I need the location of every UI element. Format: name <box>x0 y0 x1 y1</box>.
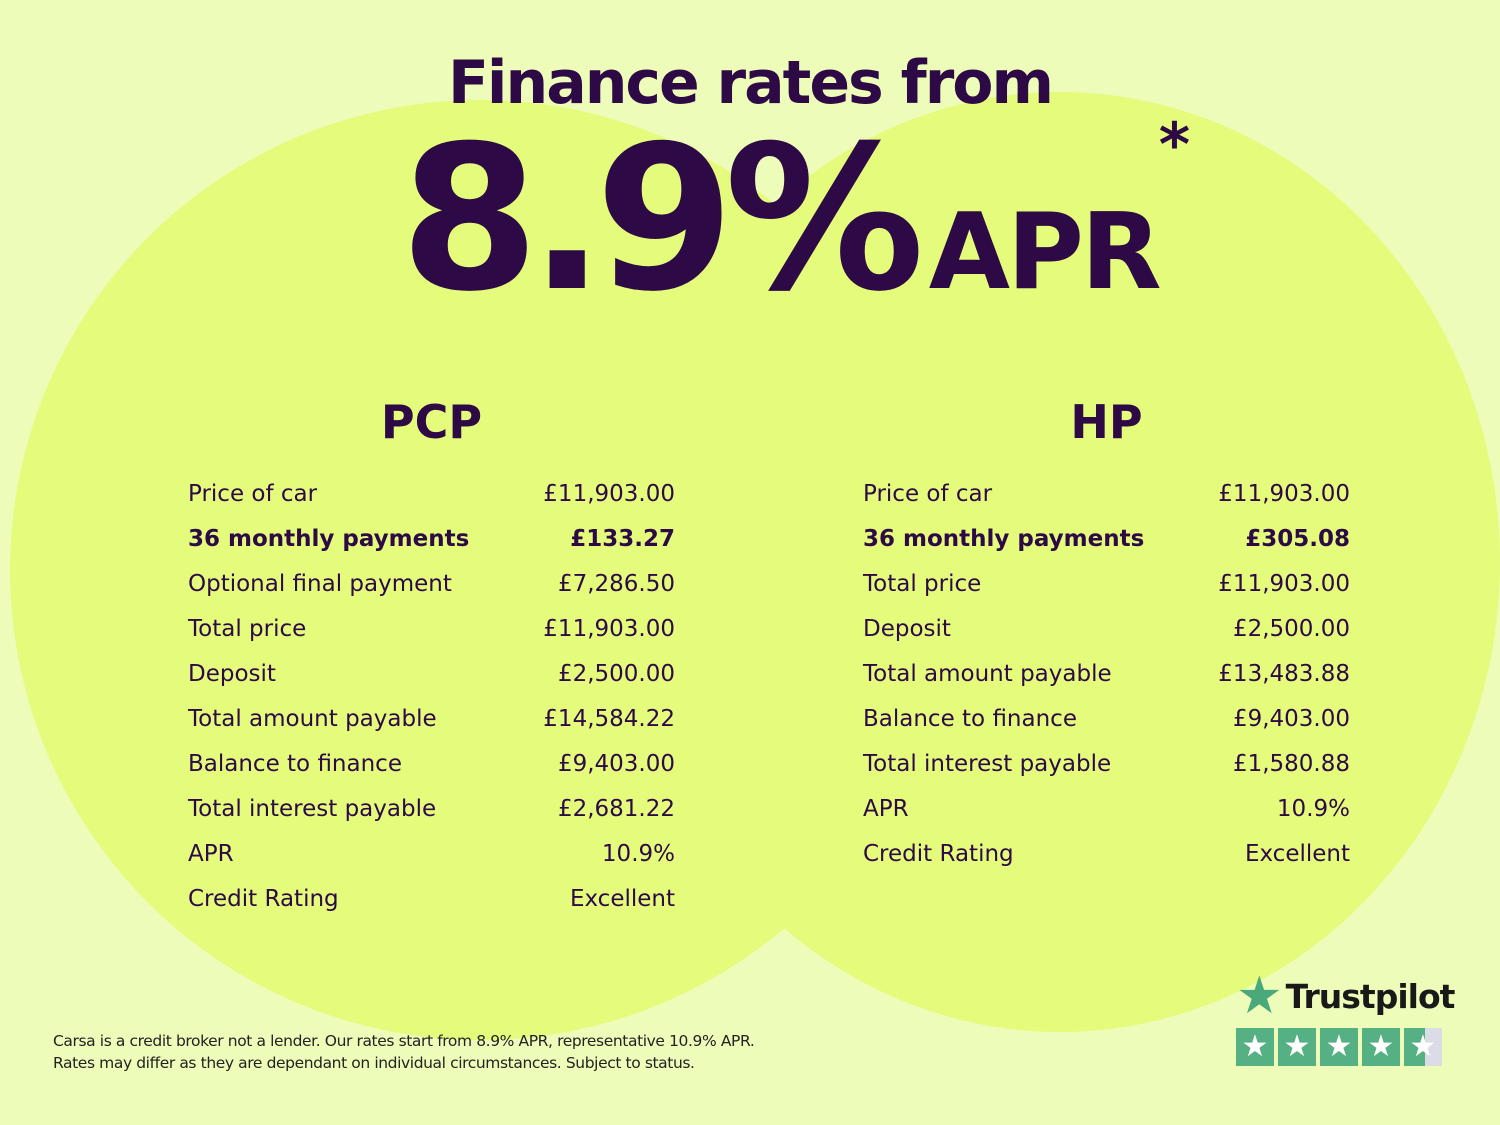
row-label: Price of car <box>188 480 318 507</box>
pcp-row: Credit Rating Excellent <box>188 876 675 921</box>
row-label: Total amount payable <box>188 705 437 732</box>
rating-star-icon: ★ <box>1278 1028 1316 1066</box>
row-label: Price of car <box>863 480 993 507</box>
headline-title: Finance rates from <box>447 48 1054 118</box>
pcp-row: Price of car £11,903.00 <box>188 471 675 516</box>
pcp-row: Total interest payable £2,681.22 <box>188 786 675 831</box>
rating-star-icon: ★ <box>1362 1028 1400 1066</box>
row-label: Total price <box>863 570 982 597</box>
trustpilot-rating: ★ ★ ★ ★ ★ <box>1236 1028 1454 1066</box>
rate-unit: APR <box>928 191 1162 313</box>
row-label: Total amount payable <box>863 660 1112 687</box>
row-value: £133.27 <box>570 525 675 552</box>
background-circle-right <box>620 92 1500 1032</box>
row-label: APR <box>863 795 909 822</box>
row-value: £11,903.00 <box>543 480 675 507</box>
row-value: £9,403.00 <box>1232 705 1350 732</box>
pcp-heading: PCP <box>380 395 483 449</box>
hp-row: Price of car £11,903.00 <box>863 471 1350 516</box>
row-value: Excellent <box>1244 840 1350 867</box>
row-label: Deposit <box>188 660 276 687</box>
row-label: APR <box>188 840 234 867</box>
disclaimer-line-1: Carsa is a credit broker not a lender. O… <box>53 1032 755 1050</box>
row-value: £11,903.00 <box>543 615 675 642</box>
row-value: £305.08 <box>1245 525 1350 552</box>
row-label: Total interest payable <box>188 795 437 822</box>
rating-star-icon: ★ <box>1236 1028 1274 1066</box>
trustpilot-badge[interactable]: ★ Trustpilot ★ ★ ★ ★ ★ <box>1236 966 1456 1066</box>
pcp-row: Total price £11,903.00 <box>188 606 675 651</box>
row-label: Total interest payable <box>863 750 1112 777</box>
hp-row: Credit Rating Excellent <box>863 831 1350 876</box>
pcp-row: APR 10.9% <box>188 831 675 876</box>
asterisk: * <box>1158 110 1191 180</box>
row-label: Credit Rating <box>188 885 339 912</box>
row-value: £2,681.22 <box>557 795 675 822</box>
disclaimer: Carsa is a credit broker not a lender. O… <box>53 1030 755 1074</box>
row-value: £9,403.00 <box>557 750 675 777</box>
rating-star-icon: ★ <box>1320 1028 1358 1066</box>
pcp-row: Optional final payment £7,286.50 <box>188 561 675 606</box>
disclaimer-line-2: Rates may differ as they are dependant o… <box>53 1054 695 1072</box>
rate-value: 8.9% <box>400 103 925 336</box>
row-label: Optional final payment <box>188 570 452 597</box>
hp-row: Total price £11,903.00 <box>863 561 1350 606</box>
hp-heading: HP <box>1070 395 1143 449</box>
row-label: Balance to finance <box>863 705 1077 732</box>
row-value: £7,286.50 <box>557 570 675 597</box>
hp-row: Deposit £2,500.00 <box>863 606 1350 651</box>
hp-table: HP Price of car £11,903.00 36 monthly paym… <box>863 395 1350 876</box>
row-value: Excellent <box>569 885 675 912</box>
row-value: £1,580.88 <box>1232 750 1350 777</box>
row-label: Deposit <box>863 615 951 642</box>
pcp-table: PCP Price of car £11,903.00 36 monthly pay… <box>188 395 675 921</box>
row-value: £11,903.00 <box>1218 480 1350 507</box>
headline-rate: 8.9% APR* <box>400 110 1190 320</box>
row-value: 10.9% <box>601 840 675 867</box>
row-label: Balance to finance <box>188 750 402 777</box>
hp-row: Balance to finance £9,403.00 <box>863 696 1350 741</box>
row-value: £2,500.00 <box>557 660 675 687</box>
row-label: 36 monthly payments <box>863 525 1145 552</box>
row-value: 10.9% <box>1276 795 1350 822</box>
pcp-row: Deposit £2,500.00 <box>188 651 675 696</box>
hp-row: 36 monthly payments £305.08 <box>863 516 1350 561</box>
row-value: £13,483.88 <box>1218 660 1350 687</box>
trustpilot-logo: ★ Trustpilot <box>1236 966 1456 1026</box>
row-value: £14,584.22 <box>543 705 675 732</box>
row-label: Credit Rating <box>863 840 1014 867</box>
hp-row: Total interest payable £1,580.88 <box>863 741 1350 786</box>
row-value: £2,500.00 <box>1232 615 1350 642</box>
rating-half-star-icon: ★ <box>1404 1028 1442 1066</box>
hp-row: APR 10.9% <box>863 786 1350 831</box>
trustpilot-star-icon: ★ <box>1236 966 1283 1026</box>
pcp-row: 36 monthly payments £133.27 <box>188 516 675 561</box>
row-value: £11,903.00 <box>1218 570 1350 597</box>
hp-row: Total amount payable £13,483.88 <box>863 651 1350 696</box>
pcp-row: Balance to finance £9,403.00 <box>188 741 675 786</box>
row-label: 36 monthly payments <box>188 525 470 552</box>
row-label: Total price <box>188 615 307 642</box>
pcp-row: Total amount payable £14,584.22 <box>188 696 675 741</box>
trustpilot-name: Trustpilot <box>1285 976 1456 1016</box>
